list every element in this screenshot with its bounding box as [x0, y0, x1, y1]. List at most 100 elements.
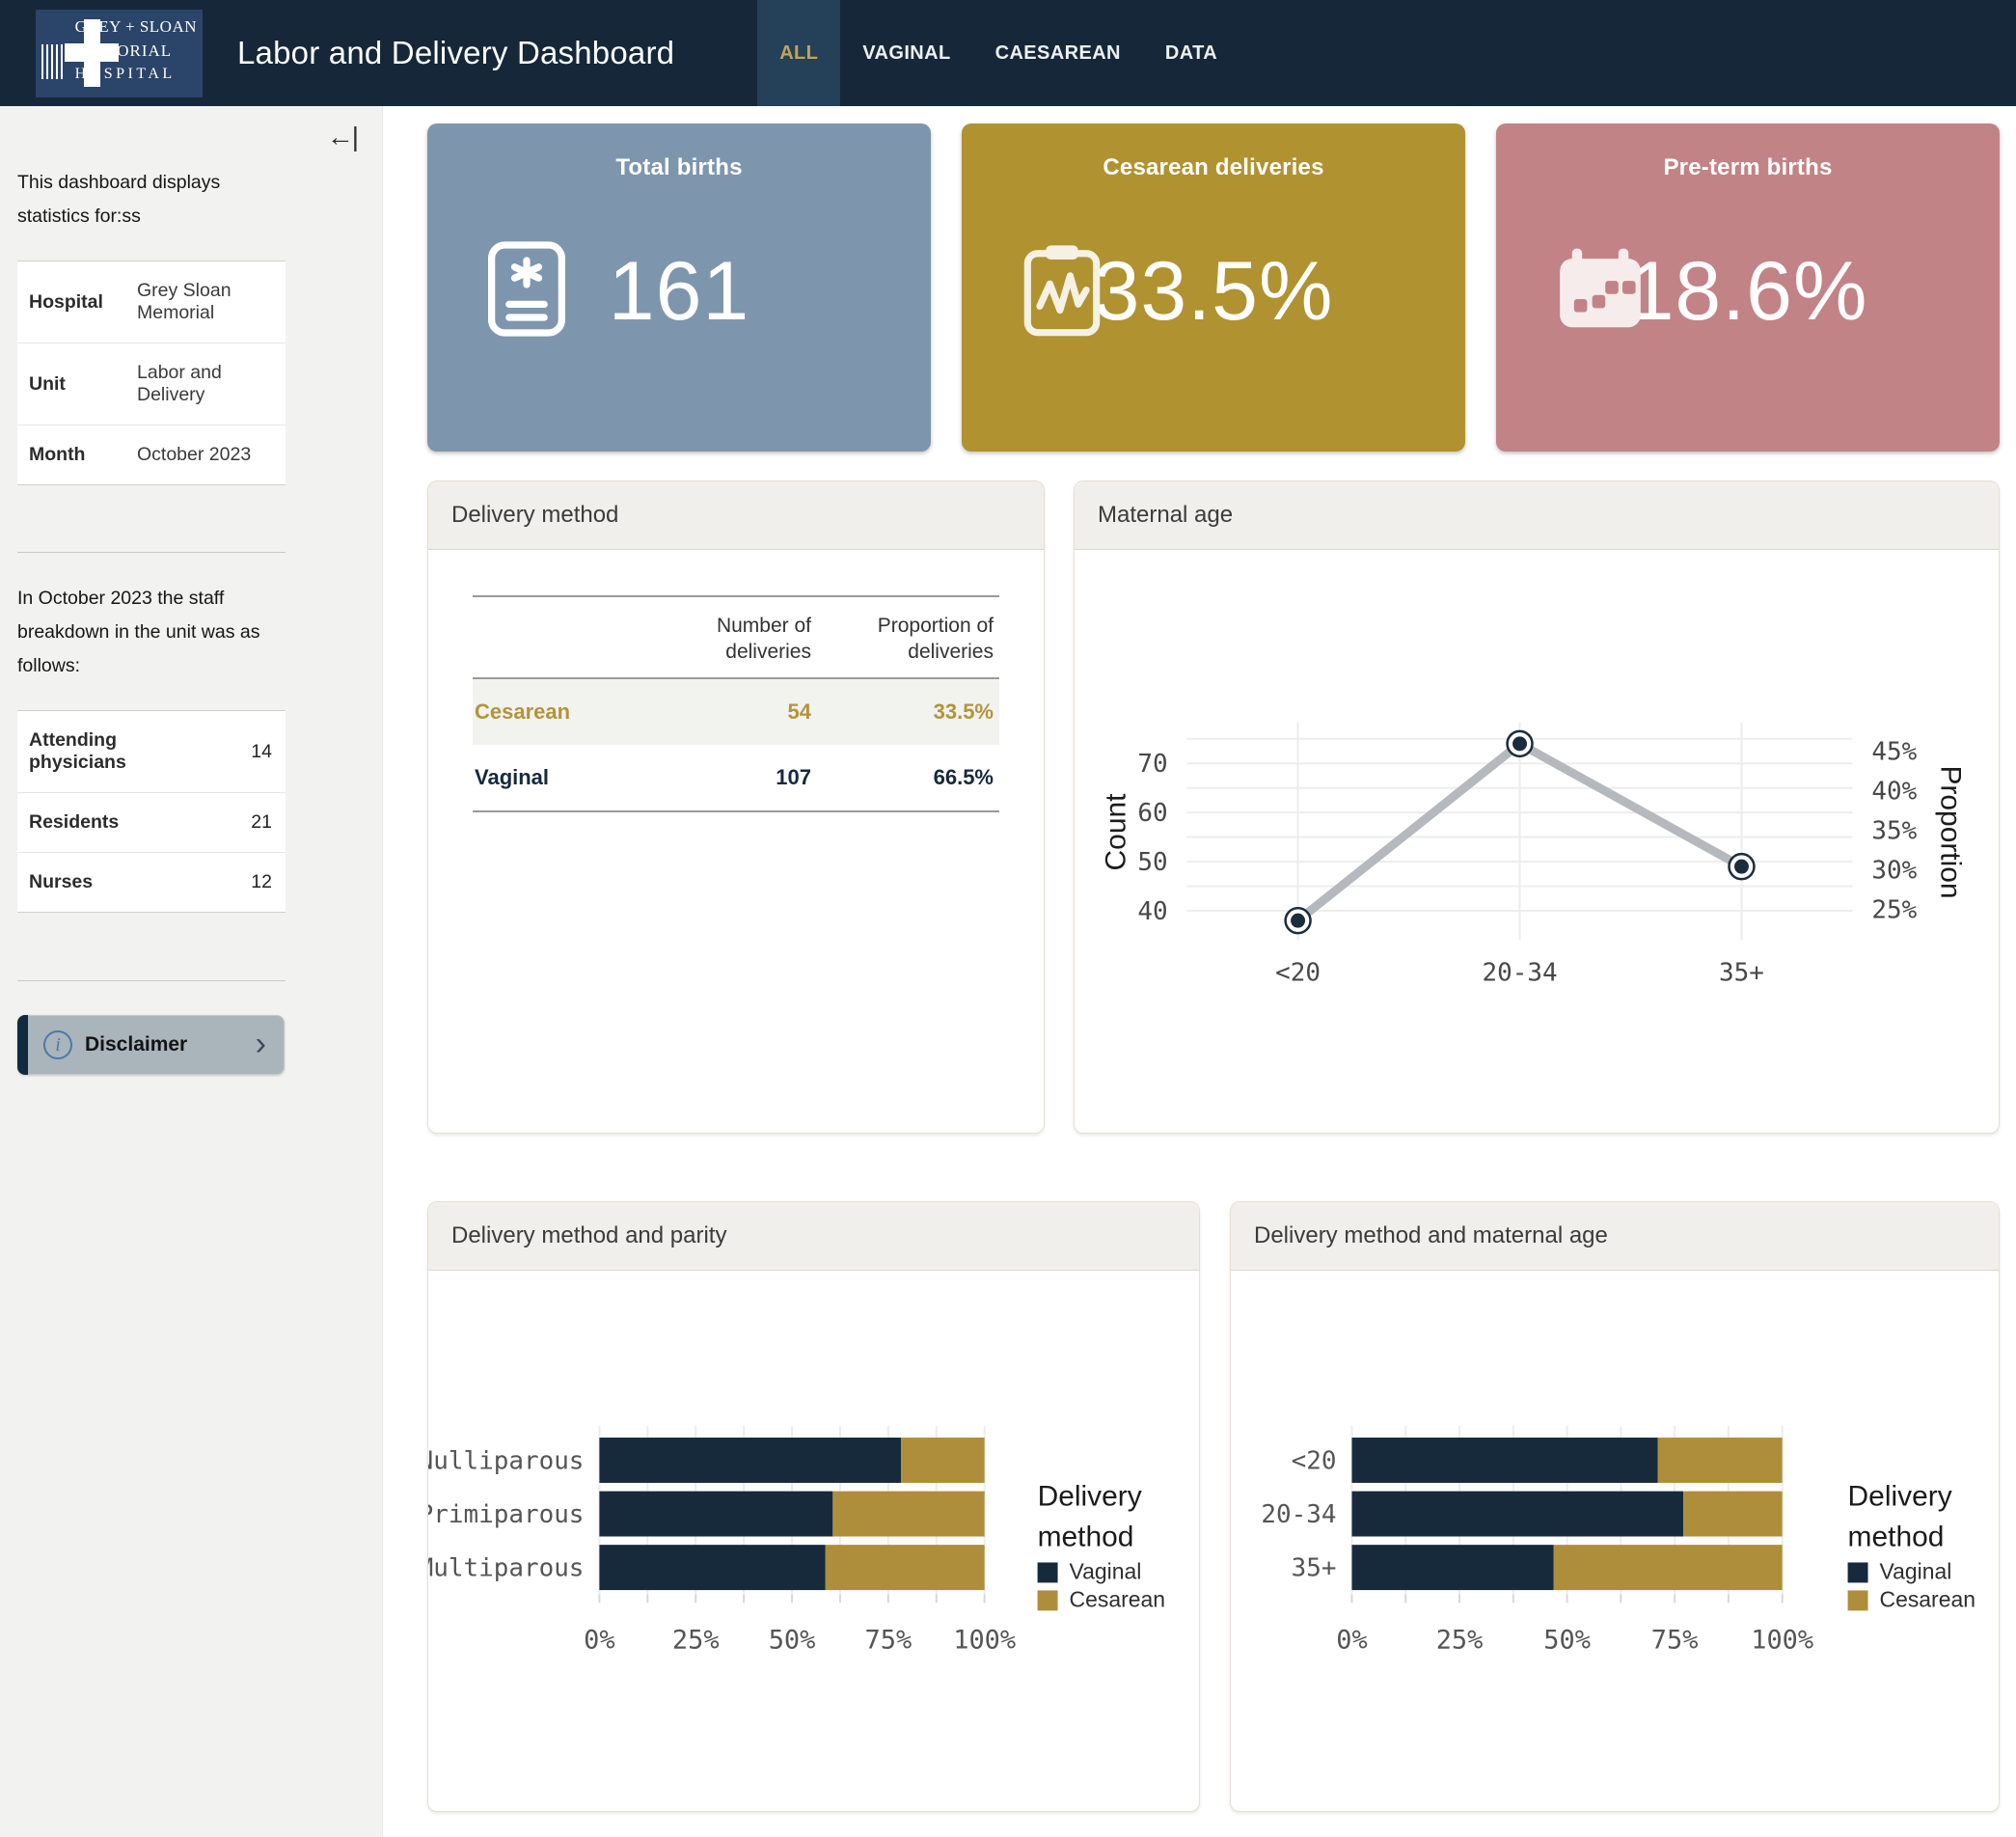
table-row: Attending physicians 14	[17, 711, 286, 793]
svg-text:40: 40	[1137, 897, 1167, 926]
tab-data-label: DATA	[1165, 42, 1217, 65]
delivery-maternal-age-chart: <2020-3435+0%25%50%75%100%Deliverymethod…	[1231, 1272, 1999, 1811]
svg-text:50%: 50%	[769, 1625, 816, 1655]
svg-text:40%: 40%	[1871, 778, 1917, 807]
page-title: Labor and Delivery Dashboard	[237, 35, 674, 71]
svg-text:75%: 75%	[1651, 1625, 1699, 1655]
svg-text:Count: Count	[1101, 793, 1132, 871]
kpi-value-preterm: 18.6%	[1628, 244, 1868, 340]
clipboard-pulse-icon	[1022, 241, 1103, 343]
svg-text:45%: 45%	[1871, 738, 1917, 767]
info-icon: i	[43, 1030, 72, 1059]
staff-label-attendings: Attending physicians	[17, 711, 134, 793]
svg-text:25%: 25%	[672, 1625, 720, 1655]
svg-text:Multiparous: Multiparous	[428, 1554, 584, 1583]
column-header-number: Number of deliveries	[635, 596, 817, 678]
staff-count-attendings: 14	[134, 711, 286, 793]
delivery-parity-chart: Nulliparous Primiparous Multiparous 0% 25% 50…	[428, 1272, 1199, 1811]
sidebar-intro-text: This dashboard displays statistics for:s…	[17, 166, 282, 233]
dashboard-info-table: Hospital Grey Sloan Memorial Unit Labor …	[17, 260, 286, 485]
table-row: Residents 21	[17, 793, 286, 853]
tab-vaginal-label: VAGINAL	[862, 42, 950, 65]
cell-proportion: 66.5%	[817, 745, 999, 811]
row-label: Vaginal	[473, 745, 635, 811]
cell-number: 54	[635, 678, 817, 745]
delivery-method-card: Delivery method Number of deliveries Pro…	[427, 480, 1045, 1134]
svg-text:Delivery: Delivery	[1038, 1481, 1142, 1513]
staff-count-nurses: 12	[134, 853, 286, 913]
chevron-right-icon: ›	[256, 1031, 266, 1057]
tab-data[interactable]: DATA	[1143, 0, 1240, 106]
info-value-hospital: Grey Sloan Memorial	[125, 261, 286, 343]
svg-text:Proportion: Proportion	[1934, 765, 1966, 898]
delivery-parity-card: Delivery method and parity Nulliparous Pr…	[427, 1201, 1200, 1812]
maternal-age-card: Maternal age 4050607025%30%35%40%45%<202…	[1074, 480, 2000, 1134]
main-nav: ALL VAGINAL CAESAREAN DATA	[757, 0, 1240, 106]
svg-text:<20: <20	[1275, 958, 1321, 987]
app-header: GREY + SLOAN MEMORIAL HOSPITAL Labor and…	[0, 0, 2016, 106]
tab-caesarean[interactable]: CAESAREAN	[973, 0, 1143, 106]
info-label-month: Month	[17, 425, 125, 485]
svg-text:100%: 100%	[953, 1625, 1016, 1655]
info-label-hospital: Hospital	[17, 261, 125, 343]
labor-delivery-dashboard: { "header": { "logo": { "line1": "GREY +…	[0, 0, 2016, 1837]
logo-line-2: MEMORIAL	[75, 41, 197, 61]
svg-text:35+: 35+	[1719, 958, 1764, 987]
table-header-row: Number of deliveries Proportion of deliv…	[473, 596, 999, 678]
info-value-unit: Labor and Delivery	[125, 343, 286, 425]
logo-stripes-decoration	[41, 44, 65, 79]
staff-count-residents: 21	[134, 793, 286, 853]
table-row-cesarean: Cesarean 54 33.5%	[473, 678, 999, 745]
maternal-age-chart: 4050607025%30%35%40%45%<2020-3435+CountP…	[1075, 551, 1999, 1133]
card-title: Delivery method and maternal age	[1231, 1202, 1999, 1271]
sidebar-divider	[17, 552, 286, 553]
svg-text:Cesarean: Cesarean	[1070, 1586, 1165, 1611]
disclaimer-button[interactable]: i Disclaimer ›	[17, 1015, 285, 1075]
cell-proportion: 33.5%	[817, 678, 999, 745]
delivery-maternal-age-card: <2020-3435+0%25%50%75%100%Deliverymethod…	[1230, 1201, 2000, 1812]
collapse-sidebar-icon[interactable]: ←|	[327, 123, 357, 151]
svg-text:Primiparous: Primiparous	[428, 1500, 584, 1529]
svg-text:25%: 25%	[1871, 896, 1917, 925]
kpi-value-cesarean: 33.5%	[1094, 244, 1334, 340]
table-row: Unit Labor and Delivery	[17, 343, 286, 425]
logo-text: GREY + SLOAN MEMORIAL HOSPITAL	[75, 17, 197, 83]
svg-text:70: 70	[1137, 750, 1167, 779]
table-row: Nurses 12	[17, 853, 286, 913]
staff-table: Attending physicians 14 Residents 21 Nur…	[17, 710, 286, 913]
svg-text:35%: 35%	[1871, 817, 1917, 846]
tab-all[interactable]: ALL	[757, 0, 840, 106]
tab-all-label: ALL	[779, 42, 818, 65]
svg-text:method: method	[1038, 1521, 1134, 1552]
svg-text:Nulliparous: Nulliparous	[428, 1446, 584, 1475]
info-value-month: October 2023	[125, 425, 286, 485]
birth-record-icon	[487, 241, 566, 343]
svg-text:100%: 100%	[1751, 1625, 1813, 1655]
kpi-card-total-births: Total births 161	[427, 123, 931, 452]
svg-text:25%: 25%	[1436, 1625, 1484, 1655]
hospital-logo: GREY + SLOAN MEMORIAL HOSPITAL	[36, 10, 203, 97]
sidebar: ←| This dashboard displays statistics fo…	[0, 106, 383, 1837]
calendar-icon	[1556, 245, 1645, 339]
card-title: Delivery method	[428, 481, 1044, 550]
svg-text:35+: 35+	[1292, 1554, 1337, 1583]
svg-text:Vaginal: Vaginal	[1880, 1558, 1952, 1583]
tab-vaginal[interactable]: VAGINAL	[840, 0, 972, 106]
cell-number: 107	[635, 745, 817, 811]
svg-text:0%: 0%	[584, 1625, 614, 1655]
tab-caesarean-label: CAESAREAN	[995, 42, 1121, 65]
sidebar-divider	[17, 980, 286, 981]
row-label: Cesarean	[473, 678, 635, 745]
svg-text:30%: 30%	[1871, 857, 1917, 886]
kpi-card-cesarean-deliveries: Cesarean deliveries 33.5%	[962, 123, 1465, 452]
svg-text:Delivery: Delivery	[1848, 1481, 1952, 1513]
svg-text:Vaginal: Vaginal	[1070, 1558, 1142, 1583]
svg-text:method: method	[1848, 1521, 1945, 1552]
table-row: Hospital Grey Sloan Memorial	[17, 261, 286, 343]
card-title: Delivery method and parity	[428, 1202, 1199, 1271]
info-label-unit: Unit	[17, 343, 125, 425]
delivery-method-table: Number of deliveries Proportion of deliv…	[473, 595, 999, 812]
svg-text:75%: 75%	[865, 1625, 913, 1655]
table-row-vaginal: Vaginal 107 66.5%	[473, 745, 999, 811]
kpi-row: Total births 161 Cesarean deliveries	[427, 123, 2000, 452]
